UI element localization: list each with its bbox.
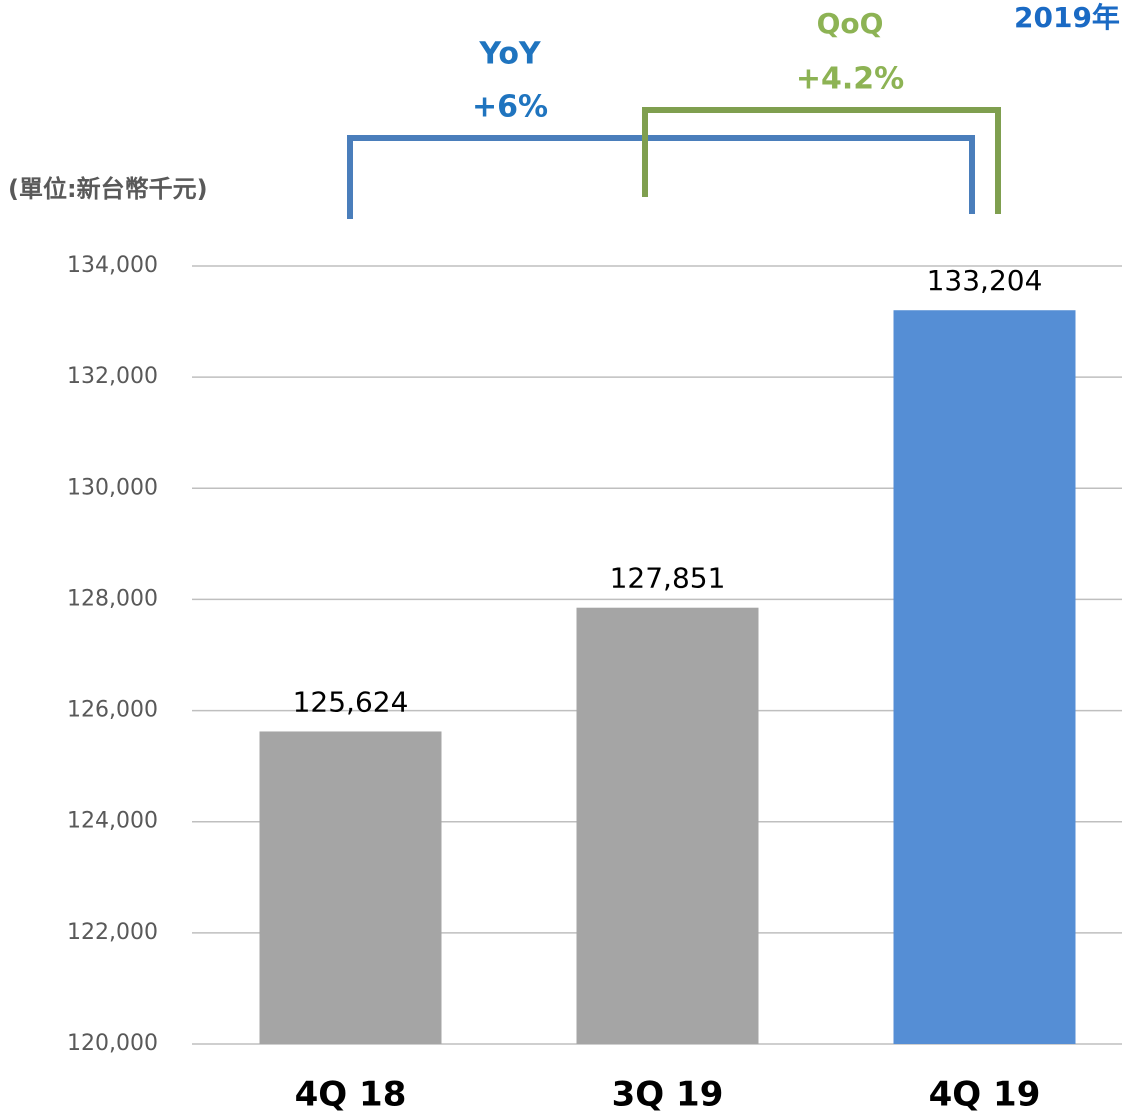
value-label: 133,204 (927, 264, 1043, 297)
y-tick-label: 132,000 (67, 364, 158, 389)
y-tick-label: 124,000 (67, 809, 158, 834)
corner-title: 2019年 (1014, 1, 1120, 34)
unit-label: (單位:新台幣千元) (8, 175, 208, 203)
yoy-bracket (347, 135, 975, 219)
bar (893, 310, 1076, 1044)
value-label: 127,851 (610, 562, 726, 595)
qoq-value: +4.2% (796, 62, 904, 97)
y-tick-label: 128,000 (67, 586, 158, 611)
y-tick-label: 122,000 (67, 920, 158, 945)
qoq-bracket (642, 107, 1001, 214)
y-tick-label: 126,000 (67, 698, 158, 723)
y-tick-label: 134,000 (67, 253, 158, 278)
x-tick-label: 3Q 19 (612, 1075, 724, 1115)
qoq-title: QoQ (817, 7, 884, 40)
bar (259, 731, 442, 1044)
y-tick-label: 120,000 (67, 1031, 158, 1056)
y-tick-label: 130,000 (67, 475, 158, 500)
x-tick-label: 4Q 18 (295, 1075, 407, 1115)
yoy-value: +6% (472, 90, 548, 125)
value-label: 125,624 (293, 685, 409, 718)
bar (576, 607, 759, 1044)
yoy-title: YoY (478, 37, 542, 72)
x-tick-label: 4Q 19 (929, 1075, 1041, 1115)
